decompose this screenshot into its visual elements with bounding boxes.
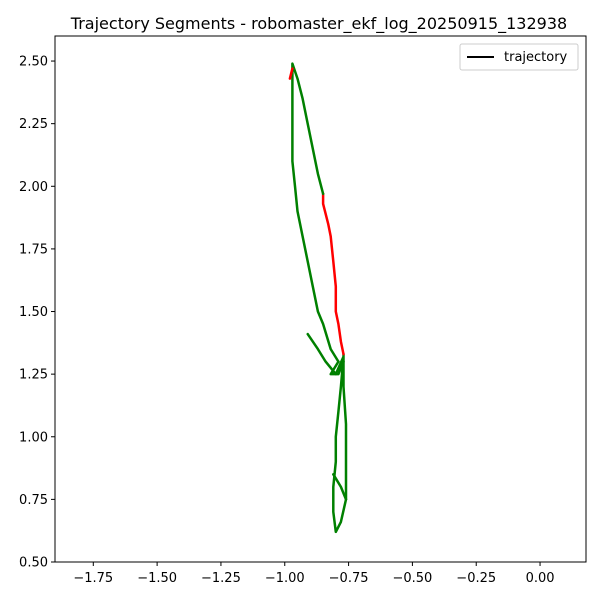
x-tick-label: −1.00 [265, 571, 305, 586]
x-tick-label: −0.50 [392, 571, 432, 586]
legend-label-trajectory: trajectory [504, 50, 568, 65]
plot-area-frame [54, 35, 587, 563]
x-tick-label: −0.25 [456, 571, 496, 586]
x-tick-label: −1.75 [73, 571, 113, 586]
x-axis: −1.75 −1.50 −1.25 −1.00 −0.75 −0.50 −0.25 0.00 [73, 562, 555, 586]
y-tick-label: 1.75 [19, 242, 48, 257]
y-tick-label: 1.50 [19, 305, 48, 320]
trajectory-segment-4 [321, 192, 345, 356]
chart-title: Trajectory Segments - robomaster_ekf_log… [70, 14, 567, 34]
trajectory-segment-6 [288, 67, 294, 80]
trajectory-segment-2 [329, 360, 345, 376]
series-layer [288, 62, 348, 534]
x-tick-label: 0.00 [526, 571, 555, 586]
trajectory-segment-3 [332, 473, 348, 501]
y-tick-label: 1.00 [19, 430, 48, 445]
legend-box [459, 43, 579, 71]
x-tick-label: −0.75 [329, 571, 369, 586]
x-tick-label: −1.25 [201, 571, 241, 586]
y-axis: 0.50 0.75 1.00 1.25 1.50 1.75 2.00 2.25 2.50 [19, 55, 55, 571]
x-tick-label: −1.50 [137, 571, 177, 586]
y-tick-label: 2.25 [19, 117, 48, 132]
trajectory-segment-5 [291, 62, 340, 363]
y-tick-label: 0.50 [19, 556, 48, 571]
y-tick-label: 1.25 [19, 368, 48, 383]
y-tick-label: 2.50 [19, 55, 48, 70]
y-tick-label: 2.00 [19, 180, 48, 195]
legend: trajectory [459, 43, 579, 71]
trajectory-segment-1 [306, 332, 348, 534]
y-tick-label: 0.75 [19, 493, 48, 508]
